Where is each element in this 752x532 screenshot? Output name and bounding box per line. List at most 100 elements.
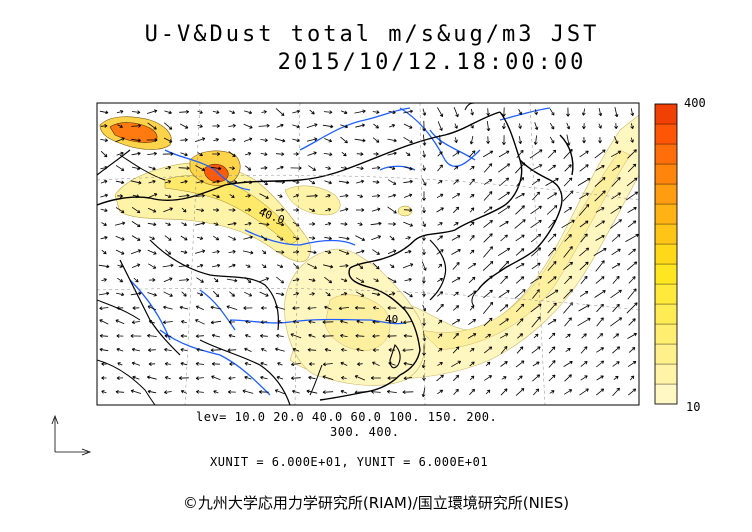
wind-arrow — [629, 375, 635, 381]
wind-arrow — [195, 319, 205, 325]
wind-arrow — [324, 250, 332, 254]
wind-arrow — [340, 389, 348, 394]
wind-arrow — [322, 390, 334, 395]
wind-arrow — [357, 362, 363, 366]
wind-arrow — [99, 306, 109, 311]
wind-arrow — [549, 108, 555, 116]
wind-arrow — [469, 305, 475, 311]
wind-arrow — [469, 249, 475, 255]
wind-arrow — [483, 206, 493, 214]
wind-arrow — [180, 334, 188, 338]
wind-arrow — [196, 236, 204, 240]
wind-arrow — [611, 150, 622, 158]
wind-arrow — [195, 389, 204, 394]
wind-arrow — [260, 306, 267, 310]
wind-arrow — [437, 348, 443, 352]
wind-arrow — [179, 305, 189, 310]
wind-arrow — [469, 178, 475, 186]
wind-arrow — [387, 306, 397, 310]
color-scale-swatch — [654, 183, 678, 205]
wind-arrow — [545, 177, 559, 186]
wind-arrow — [132, 194, 140, 199]
wind-arrow — [614, 136, 619, 145]
wind-arrow — [211, 362, 220, 366]
wind-arrow — [483, 163, 493, 173]
wind-arrow — [564, 207, 573, 213]
wind-arrow — [530, 276, 542, 284]
wind-arrow — [469, 348, 475, 352]
wind-arrow — [452, 346, 460, 354]
wind-arrow — [628, 276, 636, 284]
wind-arrow — [565, 347, 571, 353]
wind-arrow — [469, 388, 475, 396]
wind-arrow — [373, 152, 379, 156]
color-scale-swatch — [654, 263, 678, 285]
wind-arrow — [148, 278, 156, 282]
wind-arrow — [260, 235, 268, 241]
wind-arrow — [483, 191, 493, 201]
wind-arrow — [164, 334, 172, 338]
wind-arrow — [497, 247, 511, 257]
wind-arrow — [275, 108, 285, 116]
wind-arrow — [307, 151, 317, 156]
wind-arrow — [486, 121, 491, 132]
wind-arrow — [228, 208, 236, 212]
color-scale-swatch — [654, 303, 678, 325]
wind-arrow — [549, 122, 555, 130]
wind-arrow — [180, 347, 188, 352]
wind-arrow — [196, 277, 204, 283]
wind-arrow — [566, 122, 571, 130]
wind-arrow — [261, 264, 267, 268]
wind-arrow — [291, 362, 301, 367]
wind-arrow — [178, 193, 190, 198]
wind-arrow — [179, 123, 189, 129]
wind-arrow — [276, 333, 284, 338]
wind-arrow — [517, 333, 524, 339]
wind-arrow — [162, 320, 173, 325]
wind-arrow — [405, 236, 411, 240]
wind-arrow — [163, 122, 173, 130]
wind-arrow — [340, 319, 348, 324]
wind-arrow — [581, 333, 587, 339]
wind-arrow — [548, 332, 556, 340]
wind-arrow — [548, 164, 556, 172]
wind-arrow — [595, 276, 605, 284]
wind-arrow — [422, 108, 427, 116]
wind-arrow — [388, 292, 396, 296]
wind-arrow — [213, 208, 220, 212]
wind-arrow — [243, 180, 253, 185]
wind-arrow — [323, 110, 333, 115]
wind-arrow — [274, 138, 286, 143]
wind-arrow — [498, 191, 510, 201]
wind-arrow — [274, 305, 285, 310]
wind-arrow — [612, 387, 620, 397]
wind-arrow — [131, 123, 142, 128]
wind-arrow — [340, 110, 348, 115]
wind-arrow — [100, 193, 108, 198]
wind-arrow — [627, 163, 637, 173]
wind-arrow — [611, 192, 621, 200]
wind-arrow — [277, 320, 283, 324]
wind-arrow — [210, 305, 222, 310]
wind-arrow — [437, 333, 443, 339]
wind-arrow — [99, 347, 109, 352]
wind-arrow — [357, 194, 364, 198]
wind-arrow — [422, 249, 426, 256]
wind-arrow — [324, 305, 332, 310]
color-scale-swatch — [654, 283, 678, 305]
map-timestamp: 2015/10/12.18:00:00 — [277, 50, 587, 75]
wind-arrow — [517, 375, 523, 381]
wind-arrow — [467, 333, 477, 339]
wind-arrow — [228, 333, 236, 338]
wind-arrow — [387, 277, 397, 283]
wind-arrow — [421, 178, 427, 186]
axis-indicator-icon — [51, 414, 92, 456]
wind-arrow — [259, 277, 270, 283]
wind-arrow — [213, 390, 219, 394]
wind-arrow — [534, 109, 538, 115]
wind-arrow — [277, 362, 283, 366]
wind-arrow — [244, 165, 252, 171]
wind-arrow — [98, 291, 110, 296]
wind-arrow — [388, 166, 396, 170]
wind-arrow — [181, 222, 187, 226]
